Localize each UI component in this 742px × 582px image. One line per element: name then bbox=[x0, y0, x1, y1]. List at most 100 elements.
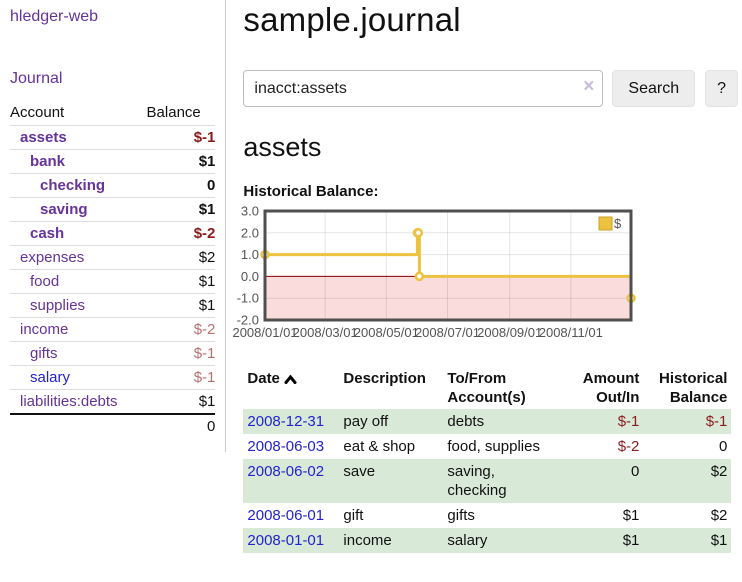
transaction-date-link[interactable]: 2008-01-01 bbox=[247, 532, 325, 549]
transaction-date-cell: 2008-06-02 bbox=[243, 459, 339, 503]
accounts-total-spacer bbox=[10, 413, 147, 438]
register-header-historical-balance: Historical Balance bbox=[643, 367, 731, 409]
svg-text:2008/07/01: 2008/07/01 bbox=[415, 325, 480, 340]
account-row: liabilities:debts $1 bbox=[10, 389, 216, 414]
sidebar-account-link-liabilities-debts[interactable]: liabilities:debts bbox=[20, 393, 118, 410]
register-header-label: Amount Out/In bbox=[582, 370, 640, 406]
transaction-accounts: saving, checking bbox=[447, 463, 507, 499]
transaction-amount: $-1 bbox=[617, 413, 640, 430]
search-input[interactable] bbox=[243, 70, 604, 107]
register-header-amount-out-in: Amount Out/In bbox=[561, 367, 643, 409]
transaction-description: save bbox=[343, 463, 376, 480]
accounts-header-balance: Balance bbox=[146, 104, 201, 121]
transaction-amount: $1 bbox=[622, 532, 640, 549]
register-header-label: Description bbox=[343, 370, 426, 387]
sidebar-account-balance: $-2 bbox=[146, 221, 216, 246]
account-row: supplies $1 bbox=[10, 293, 216, 318]
search-button[interactable]: Search bbox=[612, 70, 696, 107]
svg-text:-2.0: -2.0 bbox=[237, 313, 259, 328]
register-table: Date Description To/From Account(s) Amount… bbox=[243, 367, 732, 553]
register-header-label: Date bbox=[247, 370, 280, 387]
account-heading: assets bbox=[243, 132, 322, 162]
register-header-label: To/From Account(s) bbox=[447, 370, 526, 406]
accounts-table: Account Balance assets $-1 bank $1 checking 0… bbox=[10, 100, 216, 438]
svg-text:2008/05/01: 2008/05/01 bbox=[354, 325, 419, 340]
transaction-date-link[interactable]: 2008-06-01 bbox=[247, 507, 325, 524]
sidebar-account-balance: $1 bbox=[146, 389, 216, 414]
sidebar: hledger-web Journal Account Balance asse… bbox=[0, 0, 227, 452]
transaction-date-link[interactable]: 2008-12-31 bbox=[247, 413, 325, 430]
svg-text:2008/11/01: 2008/11/01 bbox=[539, 325, 603, 340]
transaction-accounts: gifts bbox=[447, 507, 475, 524]
main-content: sample.journal × Search ? assets Histori… bbox=[226, 0, 742, 553]
transaction-description: eat & shop bbox=[343, 438, 416, 455]
sidebar-account-balance: $1 bbox=[146, 149, 216, 174]
accounts-header-row: Account Balance bbox=[10, 100, 215, 126]
register-header-description: Description bbox=[339, 367, 443, 409]
transaction-date-cell: 2008-06-03 bbox=[243, 434, 339, 459]
svg-text:2.0: 2.0 bbox=[241, 225, 259, 240]
transaction-accounts: food, supplies bbox=[447, 438, 540, 455]
historical-balance-chart: $3.0 2.0 1.0 0.0 -1.0 -2.02008/01/012008/03/0… bbox=[233, 204, 637, 340]
account-row: assets $-1 bbox=[10, 125, 216, 150]
sidebar-account-link-supplies[interactable]: supplies bbox=[30, 297, 86, 314]
svg-text:-1.0: -1.0 bbox=[237, 291, 259, 306]
svg-text:1.0: 1.0 bbox=[241, 247, 259, 262]
register-tbody: 2008-12-31 pay off debts $-1 $-1 2008-06-03 ea… bbox=[243, 409, 732, 553]
transaction-date-cell: 2008-06-01 bbox=[243, 503, 339, 528]
transaction-accounts: salary bbox=[447, 532, 488, 549]
search-form: × Search ? bbox=[243, 70, 738, 107]
transaction-description: gift bbox=[343, 507, 364, 524]
account-row: gifts $-1 bbox=[10, 341, 216, 366]
sidebar-account-link-assets[interactable]: assets bbox=[20, 129, 67, 146]
transaction-description: pay off bbox=[343, 413, 389, 430]
clear-search-icon[interactable]: × bbox=[583, 76, 595, 97]
sidebar-account-balance: $-1 bbox=[146, 341, 216, 366]
register-row: 2008-06-03 eat & shop food, supplies $-2 0 bbox=[243, 434, 731, 459]
sidebar-account-link-food[interactable]: food bbox=[30, 273, 60, 290]
account-row: cash $-2 bbox=[10, 221, 216, 246]
accounts-total-balance: 0 bbox=[146, 413, 216, 438]
sidebar-account-link-gifts[interactable]: gifts bbox=[30, 345, 58, 362]
register-header-row: Date Description To/From Account(s) Amount… bbox=[243, 367, 731, 409]
sidebar-account-link-salary[interactable]: salary bbox=[30, 369, 71, 386]
sort-asc-icon bbox=[284, 374, 297, 384]
sidebar-account-balance: $1 bbox=[146, 197, 216, 222]
account-row: expenses $2 bbox=[10, 245, 216, 270]
transaction-balance: $2 bbox=[710, 463, 728, 480]
sidebar-account-link-cash[interactable]: cash bbox=[30, 225, 65, 242]
transaction-date-link[interactable]: 2008-06-03 bbox=[247, 438, 325, 455]
sidebar-account-link-expenses[interactable]: expenses bbox=[20, 249, 85, 266]
brand-link[interactable]: hledger-web bbox=[10, 8, 99, 25]
sidebar-item-journal[interactable]: Journal bbox=[10, 70, 63, 87]
sidebar-account-balance: $2 bbox=[146, 245, 216, 270]
transaction-amount: $-2 bbox=[617, 438, 640, 455]
transaction-amount: $1 bbox=[622, 507, 640, 524]
transaction-balance: 0 bbox=[719, 438, 728, 455]
page-title: sample.journal bbox=[243, 1, 461, 38]
svg-text:2008/03/01: 2008/03/01 bbox=[293, 325, 358, 340]
transaction-balance: $-1 bbox=[705, 413, 728, 430]
svg-text:3.0: 3.0 bbox=[241, 204, 259, 219]
sidebar-account-balance: $1 bbox=[146, 293, 216, 318]
account-row: bank $1 bbox=[10, 149, 216, 174]
sidebar-account-link-income[interactable]: income bbox=[20, 321, 69, 338]
account-row: saving $1 bbox=[10, 197, 216, 222]
register-header-label: Historical Balance bbox=[659, 370, 728, 406]
register-header-date[interactable]: Date bbox=[243, 367, 339, 409]
account-row: salary $-1 bbox=[10, 365, 216, 390]
sidebar-account-link-saving[interactable]: saving bbox=[40, 201, 88, 218]
sidebar-account-link-bank[interactable]: bank bbox=[30, 153, 66, 170]
accounts-total-row: 0 bbox=[10, 413, 216, 438]
svg-text:0.0: 0.0 bbox=[241, 269, 259, 284]
transaction-accounts: debts bbox=[447, 413, 485, 430]
svg-text:2008/01/01: 2008/01/01 bbox=[233, 325, 298, 340]
search-box: × bbox=[243, 70, 604, 107]
account-row: food $1 bbox=[10, 269, 216, 294]
help-button[interactable]: ? bbox=[705, 70, 738, 107]
transaction-date-cell: 2008-12-31 bbox=[243, 409, 339, 434]
transaction-date-link[interactable]: 2008-06-02 bbox=[247, 463, 325, 480]
sidebar-account-balance: $-1 bbox=[146, 365, 216, 390]
sidebar-account-link-checking[interactable]: checking bbox=[40, 177, 106, 194]
register-header-to-from-account-s-: To/From Account(s) bbox=[443, 367, 561, 409]
